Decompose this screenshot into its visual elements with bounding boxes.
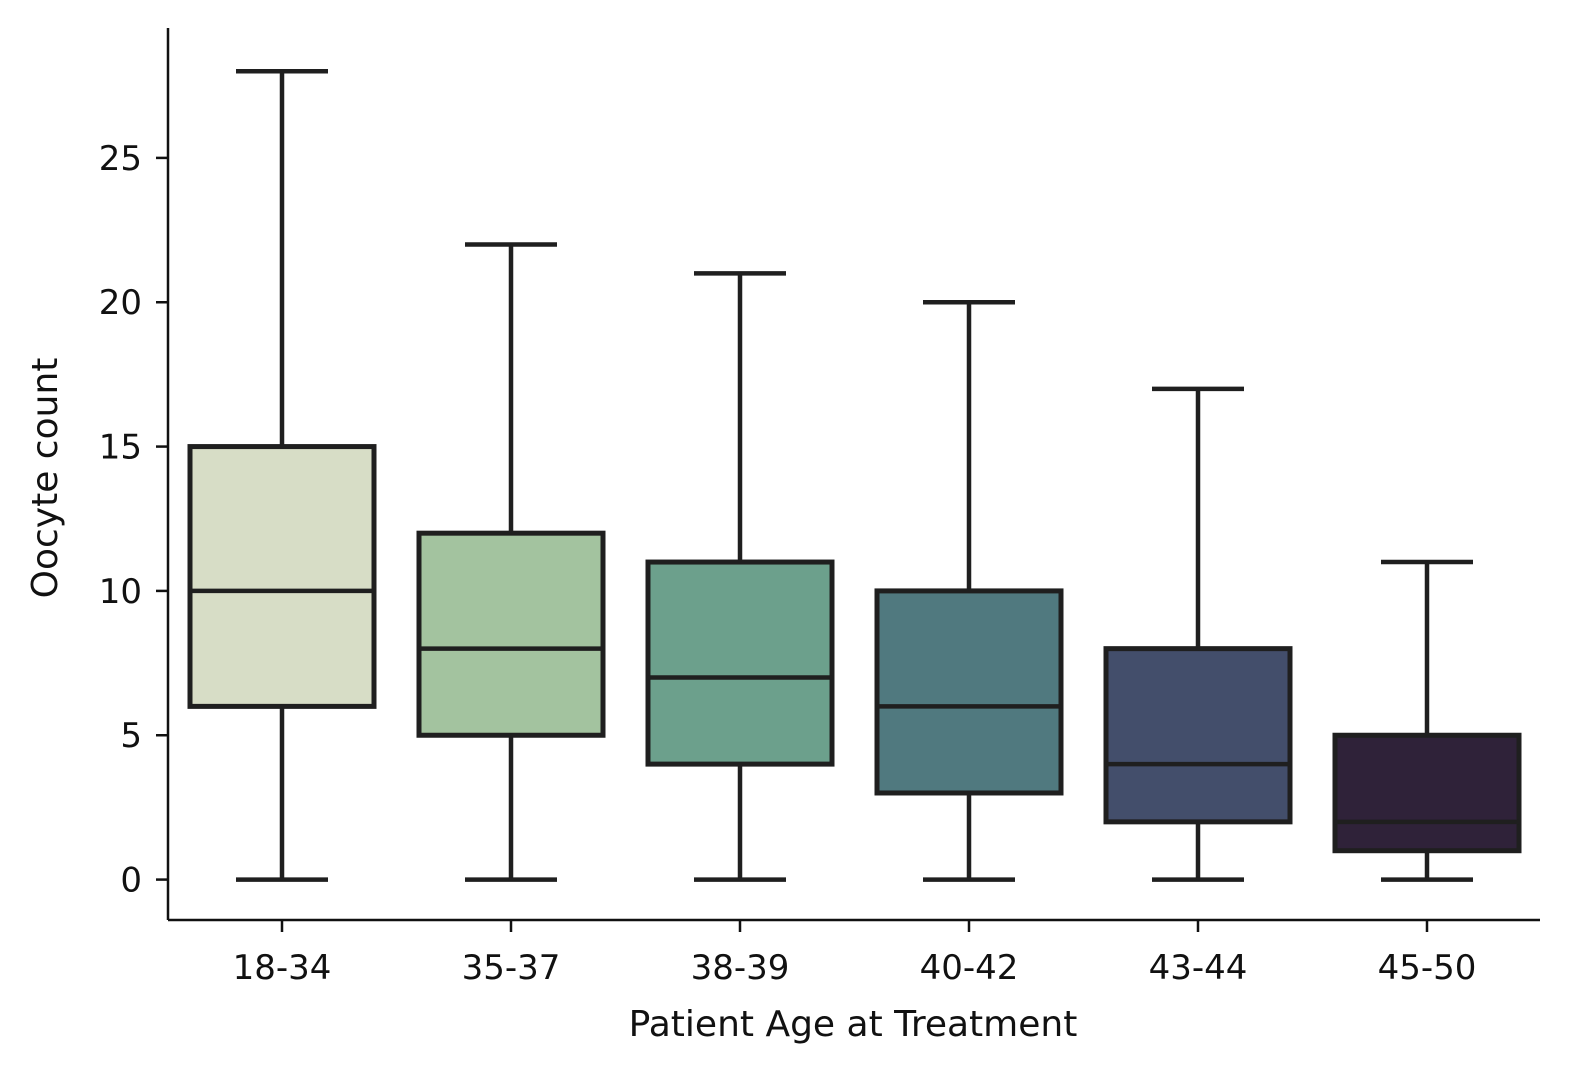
x-axis-title: Patient Age at Treatment	[629, 1004, 1078, 1045]
boxes-layer	[187, 69, 1522, 882]
box-group-43-44	[1103, 386, 1293, 882]
x-tick-label-38-39: 38-39	[691, 948, 790, 988]
y-tick-label-10: 10	[99, 572, 142, 612]
box-45-50	[1332, 732, 1522, 854]
box-38-39	[645, 559, 835, 767]
box-group-40-42	[874, 299, 1064, 882]
box-group-45-50	[1332, 559, 1522, 882]
y-axis-title: Oocyte count	[25, 358, 66, 599]
box-43-44	[1103, 646, 1293, 825]
x-tick-label-40-42: 40-42	[920, 948, 1019, 988]
box-group-38-39	[645, 271, 835, 882]
y-tick-label-20: 20	[99, 283, 142, 323]
y-tick-label-0: 0	[120, 861, 142, 901]
axes-layer	[156, 28, 1540, 932]
box-group-18-34	[187, 69, 377, 882]
x-tick-label-18-34: 18-34	[233, 948, 332, 988]
box-40-42	[874, 588, 1064, 796]
x-tick-label-43-44: 43-44	[1149, 948, 1248, 988]
x-tick-label-35-37: 35-37	[462, 948, 561, 988]
y-tick-label-25: 25	[99, 139, 142, 179]
box-18-34	[187, 444, 377, 709]
y-tick-label-15: 15	[99, 428, 142, 468]
box-35-37	[416, 530, 606, 738]
box-group-35-37	[416, 242, 606, 882]
labels-layer: Patient Age at Treatment Oocyte count 0 5…	[25, 139, 1476, 1045]
y-tick-label-5: 5	[120, 716, 142, 756]
x-tick-label-45-50: 45-50	[1378, 948, 1477, 988]
